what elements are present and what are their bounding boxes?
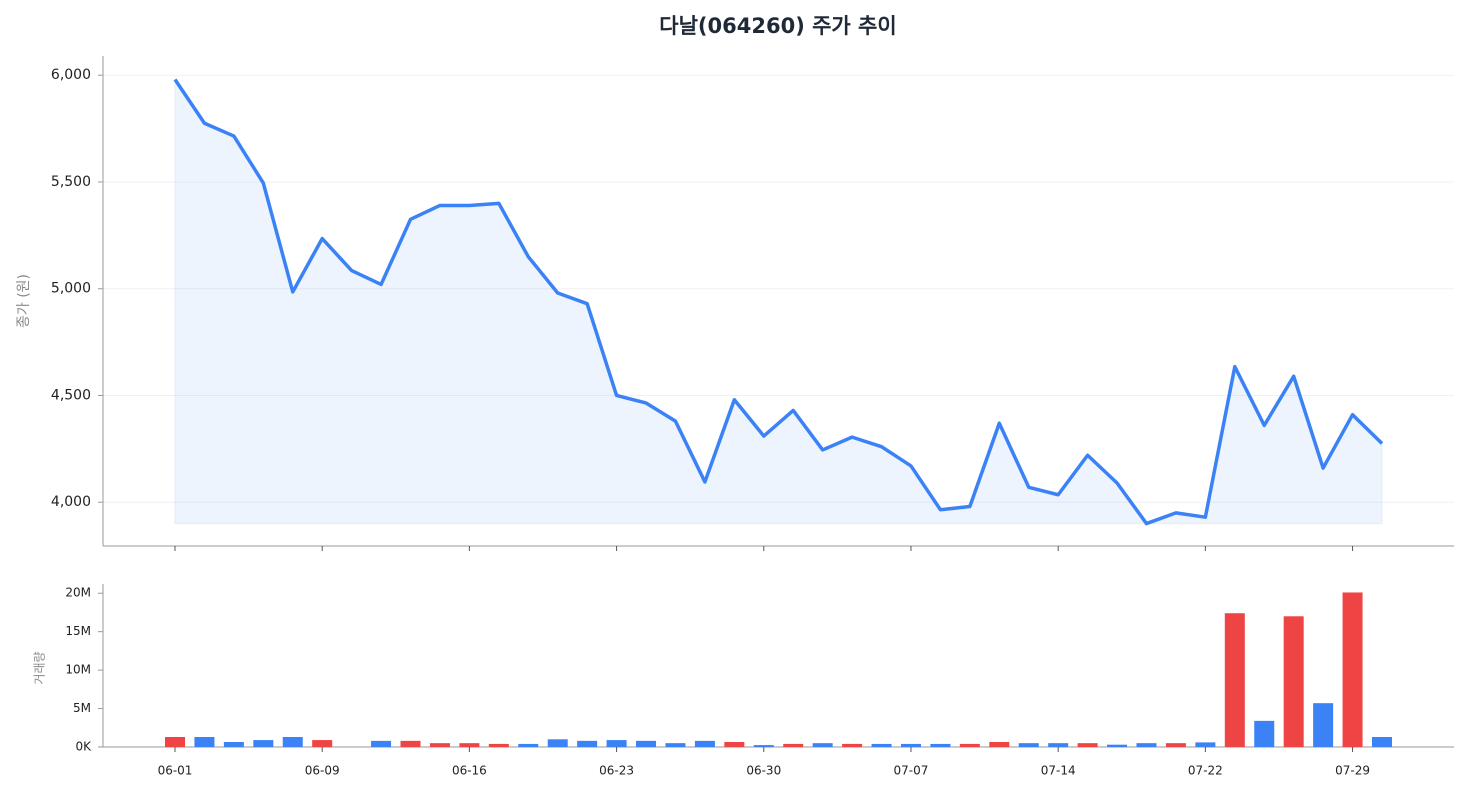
y-tick-label: 4,000	[51, 494, 91, 510]
bar	[959, 743, 980, 747]
y-tick-label: 20M	[65, 586, 91, 600]
bar	[636, 740, 657, 747]
bar	[842, 743, 863, 747]
bar	[724, 742, 745, 747]
y-tick-label: 5,000	[51, 281, 91, 297]
bar	[1254, 720, 1275, 747]
bar	[282, 737, 303, 747]
bar	[165, 737, 185, 747]
bar	[606, 740, 627, 747]
y-tick-label: 10M	[65, 663, 91, 677]
bar	[783, 743, 804, 747]
bar	[223, 742, 244, 747]
y-tick-label: 6,000	[51, 67, 91, 83]
y-axis-label: 거래량	[33, 651, 47, 684]
x-tick-label: 07-22	[1188, 764, 1223, 778]
bar	[1165, 743, 1186, 747]
bar	[753, 745, 774, 747]
bar	[1224, 613, 1245, 747]
y-axis-label: 종가 (원)	[16, 274, 32, 328]
bar	[518, 743, 539, 747]
bar	[1342, 592, 1363, 747]
x-tick-label: 06-09	[305, 764, 340, 778]
bar	[488, 743, 509, 747]
bar	[900, 743, 921, 747]
y-tick-label: 4,500	[51, 387, 91, 403]
x-tick-label: 06-01	[158, 764, 193, 778]
bar	[1195, 742, 1216, 747]
bar	[1313, 703, 1334, 747]
x-tick-label: 06-16	[452, 764, 487, 778]
x-tick-label: 06-30	[746, 764, 781, 778]
y-tick-label: 0K	[75, 740, 92, 754]
x-tick-label: 06-23	[599, 764, 634, 778]
bar	[1107, 744, 1128, 747]
x-tick-label: 07-29	[1335, 764, 1370, 778]
bar	[459, 743, 480, 747]
bar	[665, 743, 686, 747]
bar	[694, 740, 715, 747]
bar	[371, 740, 392, 747]
area	[174, 77, 1383, 525]
bar	[1372, 737, 1392, 747]
y-tick-label: 15M	[65, 624, 91, 638]
price-line	[173, 78, 1384, 526]
bar	[194, 737, 215, 747]
bar	[312, 740, 333, 747]
x-tick-label: 07-07	[894, 764, 929, 778]
bar	[1048, 743, 1069, 747]
bar	[1283, 616, 1304, 747]
chart-title: 다날(064260) 주가 추이	[659, 14, 896, 38]
bar	[1136, 743, 1157, 747]
bar	[930, 743, 951, 747]
y-tick-label: 5,500	[51, 174, 91, 190]
bar	[1018, 743, 1039, 747]
bar	[871, 743, 892, 747]
bar	[400, 740, 421, 747]
y-tick-label: 5M	[73, 701, 91, 715]
x-tick-label: 07-14	[1041, 764, 1076, 778]
bar	[577, 740, 598, 747]
bar	[989, 742, 1010, 747]
bar	[1077, 743, 1098, 747]
bar	[429, 743, 450, 747]
bar	[812, 743, 833, 747]
bar	[547, 739, 568, 747]
bar	[253, 740, 274, 747]
